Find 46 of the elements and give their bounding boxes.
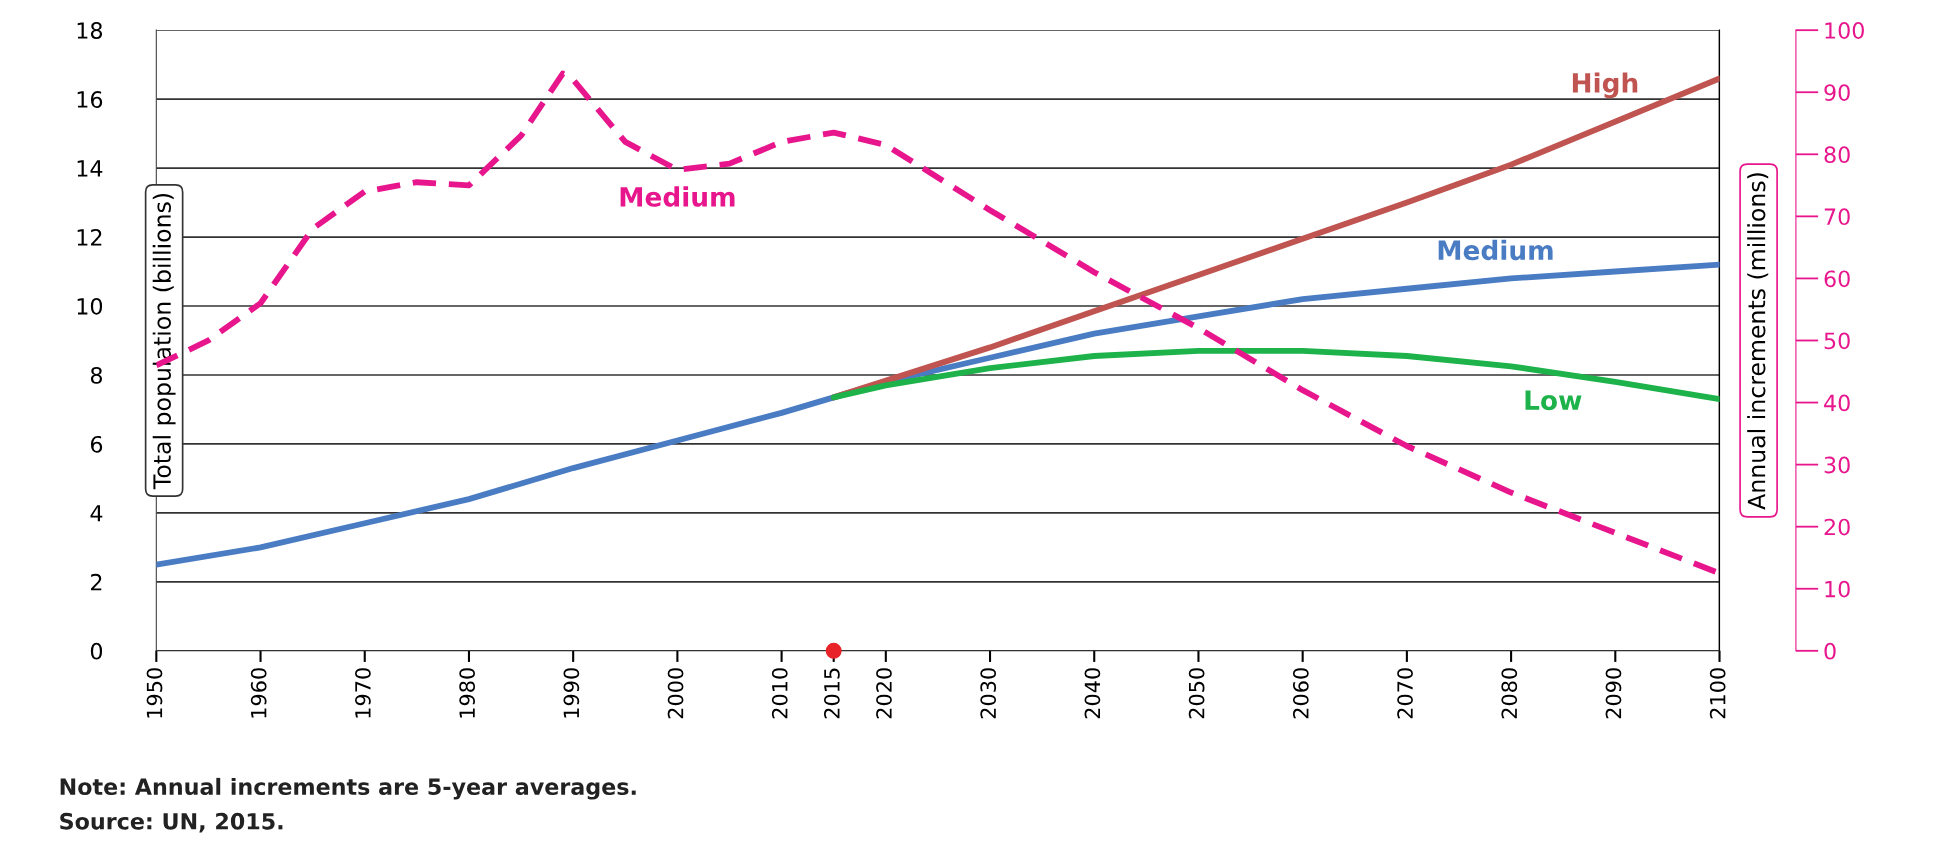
x-tick-label: 1980 (459, 668, 475, 718)
x-tick-label: 2010 (771, 668, 788, 719)
y-tick-label: 2 (91, 573, 102, 591)
y-tick-label: 10 (77, 297, 103, 315)
y2-tick-label: 60 (1824, 270, 1850, 288)
x-tick-label: 1990 (563, 668, 580, 718)
source-note: Source: UN, 2015. (60, 812, 283, 833)
x-tick-label: 2050 (1188, 668, 1205, 719)
x-tick-label: 2070 (1397, 668, 1413, 719)
series-label: High (1572, 72, 1638, 99)
y-tick-label: 0 (90, 642, 103, 660)
y-tick-label: 18 (77, 22, 103, 39)
x-tick-label: 1970 (355, 668, 371, 718)
x-tick-label: 2020 (876, 668, 892, 719)
y2-tick-label: 20 (1824, 518, 1850, 536)
y-tick-label: 12 (77, 229, 102, 246)
y-tick-label: 8 (90, 366, 103, 384)
y-tick-label: 6 (90, 435, 103, 453)
y2-tick-label: 40 (1824, 394, 1850, 412)
y2-tick-label: 0 (1824, 642, 1836, 660)
x-tick-label: 2100 (1709, 668, 1726, 719)
series-label: Medium (620, 186, 735, 207)
x-tick-label: 2090 (1605, 668, 1622, 719)
y2-tick-label: 30 (1824, 456, 1850, 474)
y2-tick-label: 100 (1825, 22, 1864, 39)
y2-tick-label: 50 (1824, 332, 1850, 350)
x-tick-label: 2000 (667, 668, 684, 719)
series-label: Medium (1438, 239, 1553, 261)
y-tick-label: 4 (90, 505, 103, 522)
series-label: Low (1525, 390, 1582, 411)
x-tick-label: 2015 (823, 668, 840, 719)
x-tick-label: 1950 (146, 668, 163, 718)
x-tick-label: 2080 (1501, 668, 1518, 719)
y-axis-title: Total population (billions) (152, 193, 176, 490)
y-tick-label: 16 (77, 91, 103, 108)
x-tick-label: 2060 (1292, 668, 1309, 719)
y2-tick-label: 10 (1825, 580, 1850, 598)
x-tick-label: 2030 (980, 668, 997, 719)
y2-tick-label: 80 (1824, 146, 1850, 164)
x-tick-label: 2040 (1084, 668, 1101, 719)
y-tick-label: 14 (77, 160, 103, 177)
x-tick-label: 1960 (250, 668, 267, 718)
text: Note: Annual increments are 5-year averages. (60, 777, 636, 800)
y2-tick-label: 90 (1824, 84, 1850, 101)
y2-axis-title: Annual increments (millions) (1747, 173, 1769, 510)
y2-tick-label: 70 (1824, 208, 1850, 226)
